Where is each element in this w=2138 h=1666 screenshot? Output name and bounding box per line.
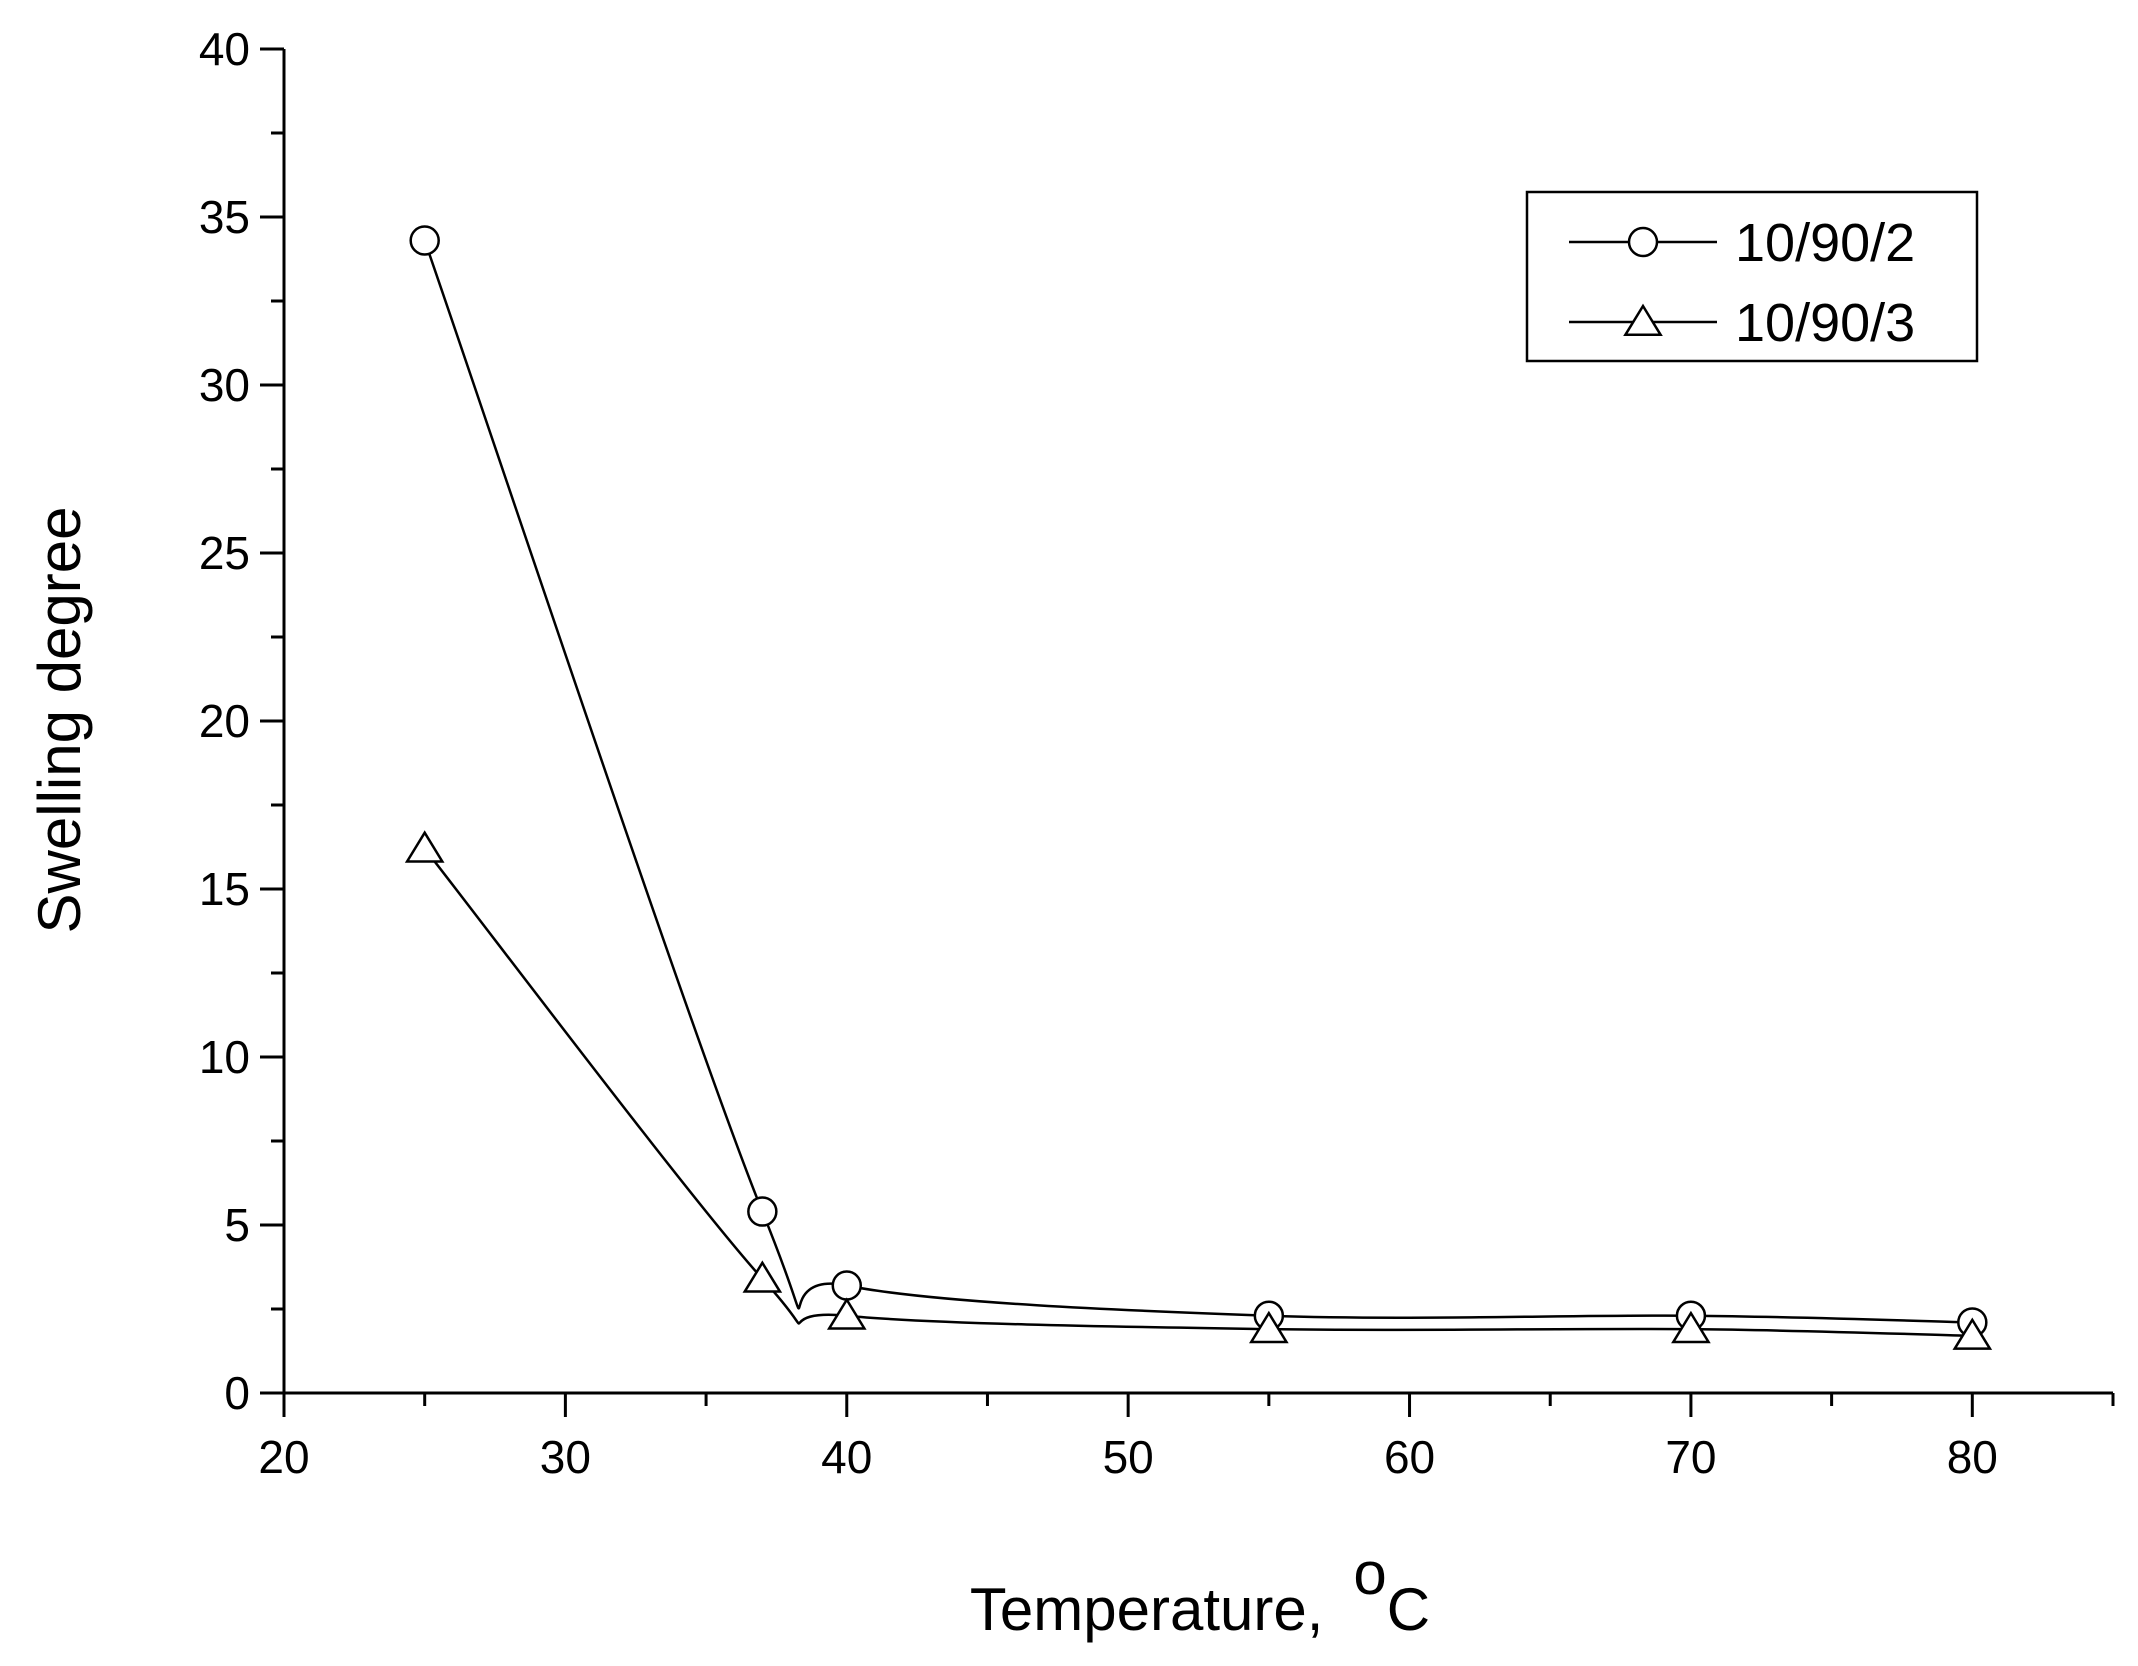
y-tick-label: 35 [199, 191, 250, 243]
x-tick-label: 50 [1103, 1431, 1154, 1483]
x-axis-title-text: Temperature, [970, 1576, 1324, 1643]
marker [831, 1270, 863, 1301]
y-tick-label: 15 [199, 863, 250, 915]
x-axis-title: Temperature, oC [970, 1540, 1430, 1643]
y-tick-label: 25 [199, 527, 250, 579]
marker [1952, 1317, 1993, 1350]
marker [1249, 1310, 1289, 1344]
marker [747, 1196, 778, 1227]
legend-marker [1627, 226, 1659, 258]
y-tick-label: 10 [199, 1031, 250, 1083]
x-tick-label: 40 [821, 1431, 872, 1483]
x-tick-label: 70 [1665, 1431, 1716, 1483]
legend-marker [1623, 303, 1663, 337]
legend-label: 10/90/3 [1735, 293, 1915, 353]
marker [404, 830, 445, 863]
y-tick-label: 0 [224, 1367, 250, 1419]
y-tick-label: 5 [224, 1199, 250, 1251]
y-axis-title: Swelling degree [26, 507, 93, 934]
marker [742, 1260, 783, 1293]
x-tick-label: 80 [1947, 1431, 1998, 1483]
x-tick-label: 30 [540, 1431, 591, 1483]
legend-label: 10/90/2 [1735, 213, 1915, 273]
legend-box [1525, 190, 1979, 363]
x-tick-label: 20 [258, 1431, 309, 1483]
x-axis-title-sup: o [1353, 1540, 1386, 1607]
y-tick-label: 30 [199, 359, 250, 411]
marker [826, 1297, 867, 1330]
marker [409, 225, 440, 256]
y-tick-label: 40 [199, 23, 250, 75]
x-axis-title-unit: C [1387, 1576, 1430, 1643]
y-tick-label: 20 [199, 695, 250, 747]
x-tick-label: 60 [1384, 1431, 1435, 1483]
marker [1671, 1310, 1711, 1344]
series-line [423, 240, 1973, 1324]
